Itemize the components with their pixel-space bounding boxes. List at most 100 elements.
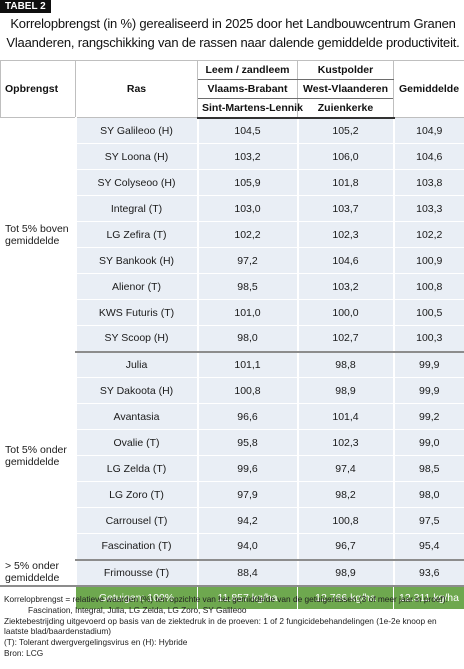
value-kust: 98,8	[296, 351, 394, 378]
value-kust: 101,8	[296, 169, 394, 196]
table-row: KWS Futuris (T) 101,0 100,0 100,5	[1, 299, 464, 326]
variety-name: Carrousel (T)	[74, 507, 198, 534]
value-gemiddelde: 99,9	[392, 351, 464, 378]
value-leem: 101,0	[196, 299, 298, 326]
variety-name: Alienor (T)	[74, 273, 198, 300]
value-kust: 102,7	[296, 325, 394, 353]
value-leem: 94,2	[196, 507, 298, 534]
table-row: > 5% onder gemiddelde Frimousse (T) 88,4 98…	[0, 559, 464, 587]
table-label: TABEL 2	[0, 0, 51, 13]
table-row: SY Dakoota (H) 100,8 98,9 99,9	[1, 377, 464, 404]
variety-name: LG Zefira (T)	[74, 221, 198, 248]
table-caption: Korrelopbrengst (in %) gerealiseerd in 2…	[6, 16, 460, 50]
header-leem-province: Vlaams-Brabant	[197, 79, 298, 99]
value-leem: 95,8	[196, 429, 298, 456]
table-row: Carrousel (T) 94,2 100,8 97,5	[1, 507, 464, 534]
value-gemiddelde: 100,3	[392, 325, 464, 353]
header-ras: Ras	[75, 60, 198, 118]
value-gemiddelde: 100,8	[392, 273, 464, 300]
variety-name: SY Loona (H)	[74, 143, 198, 170]
table-row: LG Zoro (T) 97,9 98,2 98,0	[1, 481, 464, 508]
group-label: Tot 5% boven gemiddelde	[0, 117, 76, 352]
value-leem: 94,0	[196, 533, 298, 561]
value-gemiddelde: 104,9	[392, 117, 464, 144]
yield-table: Opbrengst Ras Leem / zandleem Kustpolder…	[0, 60, 464, 610]
table-row: LG Zefira (T) 102,2 102,3 102,2	[1, 221, 464, 248]
variety-name: Julia	[74, 351, 198, 378]
value-leem: 103,0	[196, 195, 298, 222]
value-kust: 101,4	[296, 403, 394, 430]
table-row: LG Zelda (T) 99,6 97,4 98,5	[1, 455, 464, 482]
variety-name: SY Scoop (H)	[74, 325, 198, 353]
variety-name: Ovalie (T)	[74, 429, 198, 456]
group-label: Tot 5% onder gemiddelde	[0, 351, 76, 560]
header-opbrengst: Opbrengst	[0, 60, 76, 118]
value-kust: 98,9	[296, 559, 394, 587]
value-leem: 100,8	[196, 377, 298, 404]
header-kust-province: West-Vlaanderen	[297, 79, 394, 99]
value-kust: 106,0	[296, 143, 394, 170]
value-kust: 97,4	[296, 455, 394, 482]
table-row: Tot 5% boven gemiddelde SY Galileoo (H) 10…	[0, 117, 464, 352]
value-kust: 103,2	[296, 273, 394, 300]
value-kust: 100,8	[296, 507, 394, 534]
header-kust: Kustpolder	[297, 60, 394, 80]
value-gemiddelde: 95,4	[392, 533, 464, 561]
footer-gem: 12.311 kg/ha	[393, 584, 464, 610]
value-leem: 97,2	[196, 247, 298, 274]
table-notes: Korrelopbrengst = relatieve waarden (%) …	[4, 594, 462, 659]
variety-name: Frimousse (T)	[74, 559, 198, 587]
variety-name: LG Zelda (T)	[74, 455, 198, 482]
value-leem: 103,2	[196, 143, 298, 170]
footer-leem: 11.857 kg/ha	[197, 584, 298, 610]
header-kust-location: Zuienkerke	[297, 98, 394, 119]
value-kust: 102,3	[296, 221, 394, 248]
value-gemiddelde: 93,6	[392, 559, 464, 587]
variety-name: SY Bankook (H)	[74, 247, 198, 274]
value-kust: 98,9	[296, 377, 394, 404]
header-leem-location: Sint-Martens-Lennik	[197, 98, 303, 119]
variety-name: SY Colyseoo (H)	[74, 169, 198, 196]
header-gemiddelde: Gemiddelde	[393, 60, 464, 118]
note-control-varieties: Fascination, Integral, Julia, LG Zelda, …	[28, 604, 247, 615]
footer-label: Getuigen: 100%	[75, 584, 198, 610]
value-gemiddelde: 98,5	[392, 455, 464, 482]
value-kust: 103,7	[296, 195, 394, 222]
value-gemiddelde: 103,3	[392, 195, 464, 222]
note-relative: Korrelopbrengst = relatieve waarden (%) …	[4, 594, 448, 604]
header-leem: Leem / zandleem	[197, 60, 298, 80]
table-row: Avantasia 96,6 101,4 99,2	[1, 403, 464, 430]
footer-row: Getuigen: 100% 11.857 kg/ha 12.766 kg/ha…	[0, 584, 464, 610]
value-kust: 104,6	[296, 247, 394, 274]
table-row: Fascination (T) 94,0 96,7 95,4	[1, 533, 464, 561]
variety-name: Fascination (T)	[74, 533, 198, 561]
value-gemiddelde: 100,9	[392, 247, 464, 274]
value-gemiddelde: 97,5	[392, 507, 464, 534]
note-source: Bron: LCG	[4, 647, 44, 658]
value-leem: 102,2	[196, 221, 298, 248]
variety-name: SY Galileoo (H)	[74, 117, 198, 144]
value-kust: 96,7	[296, 533, 394, 561]
value-leem: 105,9	[196, 169, 298, 196]
table-row: Alienor (T) 98,5 103,2 100,8	[1, 273, 464, 300]
value-gemiddelde: 102,2	[392, 221, 464, 248]
table-row: Integral (T) 103,0 103,7 103,3	[1, 195, 464, 222]
footer-kust: 12.766 kg/ha	[297, 584, 394, 610]
value-leem: 96,6	[196, 403, 298, 430]
variety-name: Avantasia	[74, 403, 198, 430]
value-leem: 104,5	[196, 117, 298, 144]
table-row: SY Scoop (H) 98,0 102,7 100,3	[1, 325, 464, 353]
value-gemiddelde: 103,8	[392, 169, 464, 196]
value-gemiddelde: 104,6	[392, 143, 464, 170]
value-kust: 105,2	[296, 117, 394, 144]
note-disease-control: Ziektebestrijding uitgevoerd op basis va…	[4, 615, 437, 637]
value-leem: 99,6	[196, 455, 298, 482]
table-row: SY Loona (H) 103,2 106,0 104,6	[1, 143, 464, 170]
value-kust: 100,0	[296, 299, 394, 326]
value-gemiddelde: 99,2	[392, 403, 464, 430]
value-leem: 98,5	[196, 273, 298, 300]
value-leem: 97,9	[196, 481, 298, 508]
table-row: Tot 5% onder gemiddelde Julia 101,1 98,8 99,…	[0, 351, 464, 560]
variety-name: KWS Futuris (T)	[74, 299, 198, 326]
value-leem: 88,4	[196, 559, 298, 587]
